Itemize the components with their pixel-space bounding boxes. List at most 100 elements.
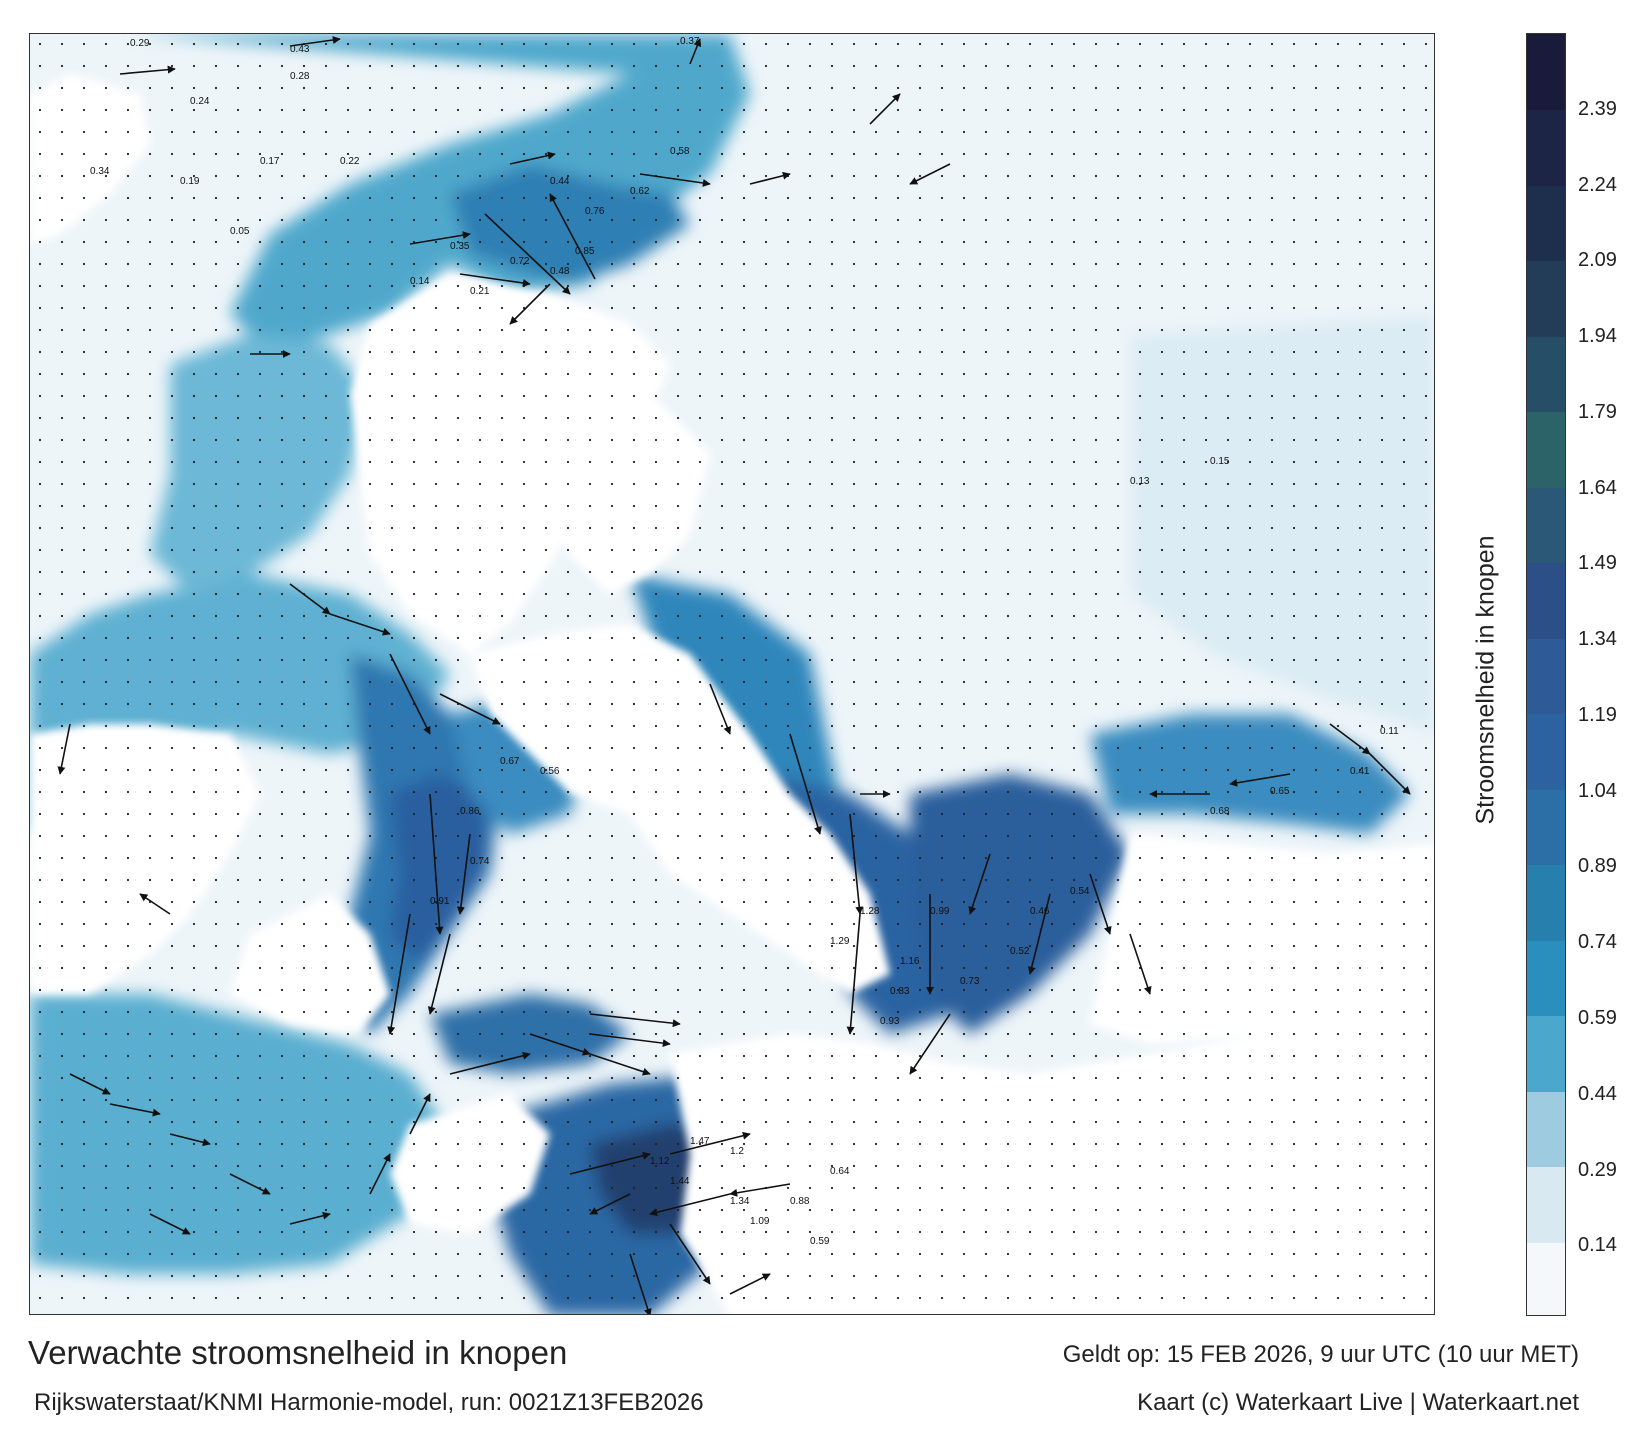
grid-dot <box>764 1208 768 1212</box>
grid-dot <box>698 768 702 772</box>
grid-dot <box>148 394 152 398</box>
grid-dot <box>1292 240 1296 244</box>
grid-dot <box>676 592 680 596</box>
current-arrow <box>629 1253 652 1314</box>
grid-dot <box>390 108 394 112</box>
grid-dot <box>610 922 614 926</box>
grid-dot <box>1116 196 1120 200</box>
grid-dot <box>478 262 482 266</box>
current-arrow <box>456 833 471 915</box>
grid-dot <box>324 1296 328 1300</box>
grid-dot <box>632 152 636 156</box>
grid-dot <box>412 680 416 684</box>
grid-dot <box>368 438 372 442</box>
grid-dot <box>654 724 658 728</box>
grid-dot <box>126 108 130 112</box>
grid-dot <box>874 614 878 618</box>
grid-dot <box>1050 944 1054 948</box>
grid-dot <box>1204 1186 1208 1190</box>
grid-dot <box>104 394 108 398</box>
speed-label: 0.35 <box>450 241 470 252</box>
grid-dot <box>786 262 790 266</box>
grid-dot <box>390 724 394 728</box>
grid-dot <box>478 482 482 486</box>
grid-dot <box>236 834 240 838</box>
grid-dot <box>368 1296 372 1300</box>
grid-dot <box>566 262 570 266</box>
grid-dot <box>214 526 218 530</box>
grid-dot <box>1138 1296 1142 1300</box>
grid-dot <box>918 438 922 442</box>
grid-dot <box>852 746 856 750</box>
grid-dot <box>82 240 86 244</box>
grid-dot <box>280 856 284 860</box>
grid-dot <box>390 152 394 156</box>
grid-dot <box>610 944 614 948</box>
grid-dot <box>1292 1208 1296 1212</box>
grid-dot <box>390 988 394 992</box>
grid-dot <box>1402 1186 1406 1190</box>
grid-dot <box>60 834 64 838</box>
grid-dot <box>1006 372 1010 376</box>
grid-dot <box>280 504 284 508</box>
grid-dot <box>1358 636 1362 640</box>
grid-dot <box>214 42 218 46</box>
grid-dot <box>346 526 350 530</box>
grid-dot <box>962 328 966 332</box>
grid-dot <box>1226 1186 1230 1190</box>
grid-dot <box>984 372 988 376</box>
grid-dot <box>940 1208 944 1212</box>
grid-dot <box>346 570 350 574</box>
grid-dot <box>1006 592 1010 596</box>
grid-dot <box>412 944 416 948</box>
grid-dot <box>38 900 42 904</box>
grid-dot <box>808 548 812 552</box>
grid-dot <box>1094 988 1098 992</box>
grid-dot <box>214 614 218 618</box>
grid-dot <box>874 108 878 112</box>
grid-dot <box>1204 328 1208 332</box>
grid-dot <box>1226 196 1230 200</box>
grid-dot <box>742 262 746 266</box>
grid-dot <box>1050 746 1054 750</box>
grid-dot <box>1182 680 1186 684</box>
grid-dot <box>1182 1274 1186 1278</box>
grid-dot <box>566 350 570 354</box>
grid-dot <box>500 1054 504 1058</box>
grid-dot <box>1028 812 1032 816</box>
grid-dot <box>918 746 922 750</box>
grid-dot <box>1094 724 1098 728</box>
grid-dot <box>1094 1296 1098 1300</box>
grid-dot <box>698 196 702 200</box>
grid-dot <box>786 548 790 552</box>
grid-dot <box>852 1032 856 1036</box>
grid-dot <box>1402 328 1406 332</box>
grid-dot <box>434 768 438 772</box>
grid-dot <box>192 218 196 222</box>
grid-dot <box>258 1010 262 1014</box>
current-arrow <box>387 913 411 1035</box>
grid-dot <box>1072 658 1076 662</box>
grid-dot <box>1160 240 1164 244</box>
grid-dot <box>896 218 900 222</box>
grid-dot <box>1006 1142 1010 1146</box>
grid-dot <box>148 262 152 266</box>
grid-dot <box>1248 1098 1252 1102</box>
grid-dot <box>104 614 108 618</box>
grid-dot <box>1226 988 1230 992</box>
grid-dot <box>60 152 64 156</box>
grid-dot <box>148 944 152 948</box>
grid-dot <box>632 174 636 178</box>
grid-dot <box>500 1274 504 1278</box>
grid-dot <box>1402 834 1406 838</box>
grid-dot <box>676 1208 680 1212</box>
grid-dot <box>1094 592 1098 596</box>
grid-dot <box>82 1076 86 1080</box>
grid-dot <box>456 218 460 222</box>
grid-dot <box>632 262 636 266</box>
grid-dot <box>588 592 592 596</box>
grid-dot <box>984 922 988 926</box>
grid-dot <box>852 108 856 112</box>
grid-dot <box>1380 1230 1384 1234</box>
grid-dot <box>522 1076 526 1080</box>
